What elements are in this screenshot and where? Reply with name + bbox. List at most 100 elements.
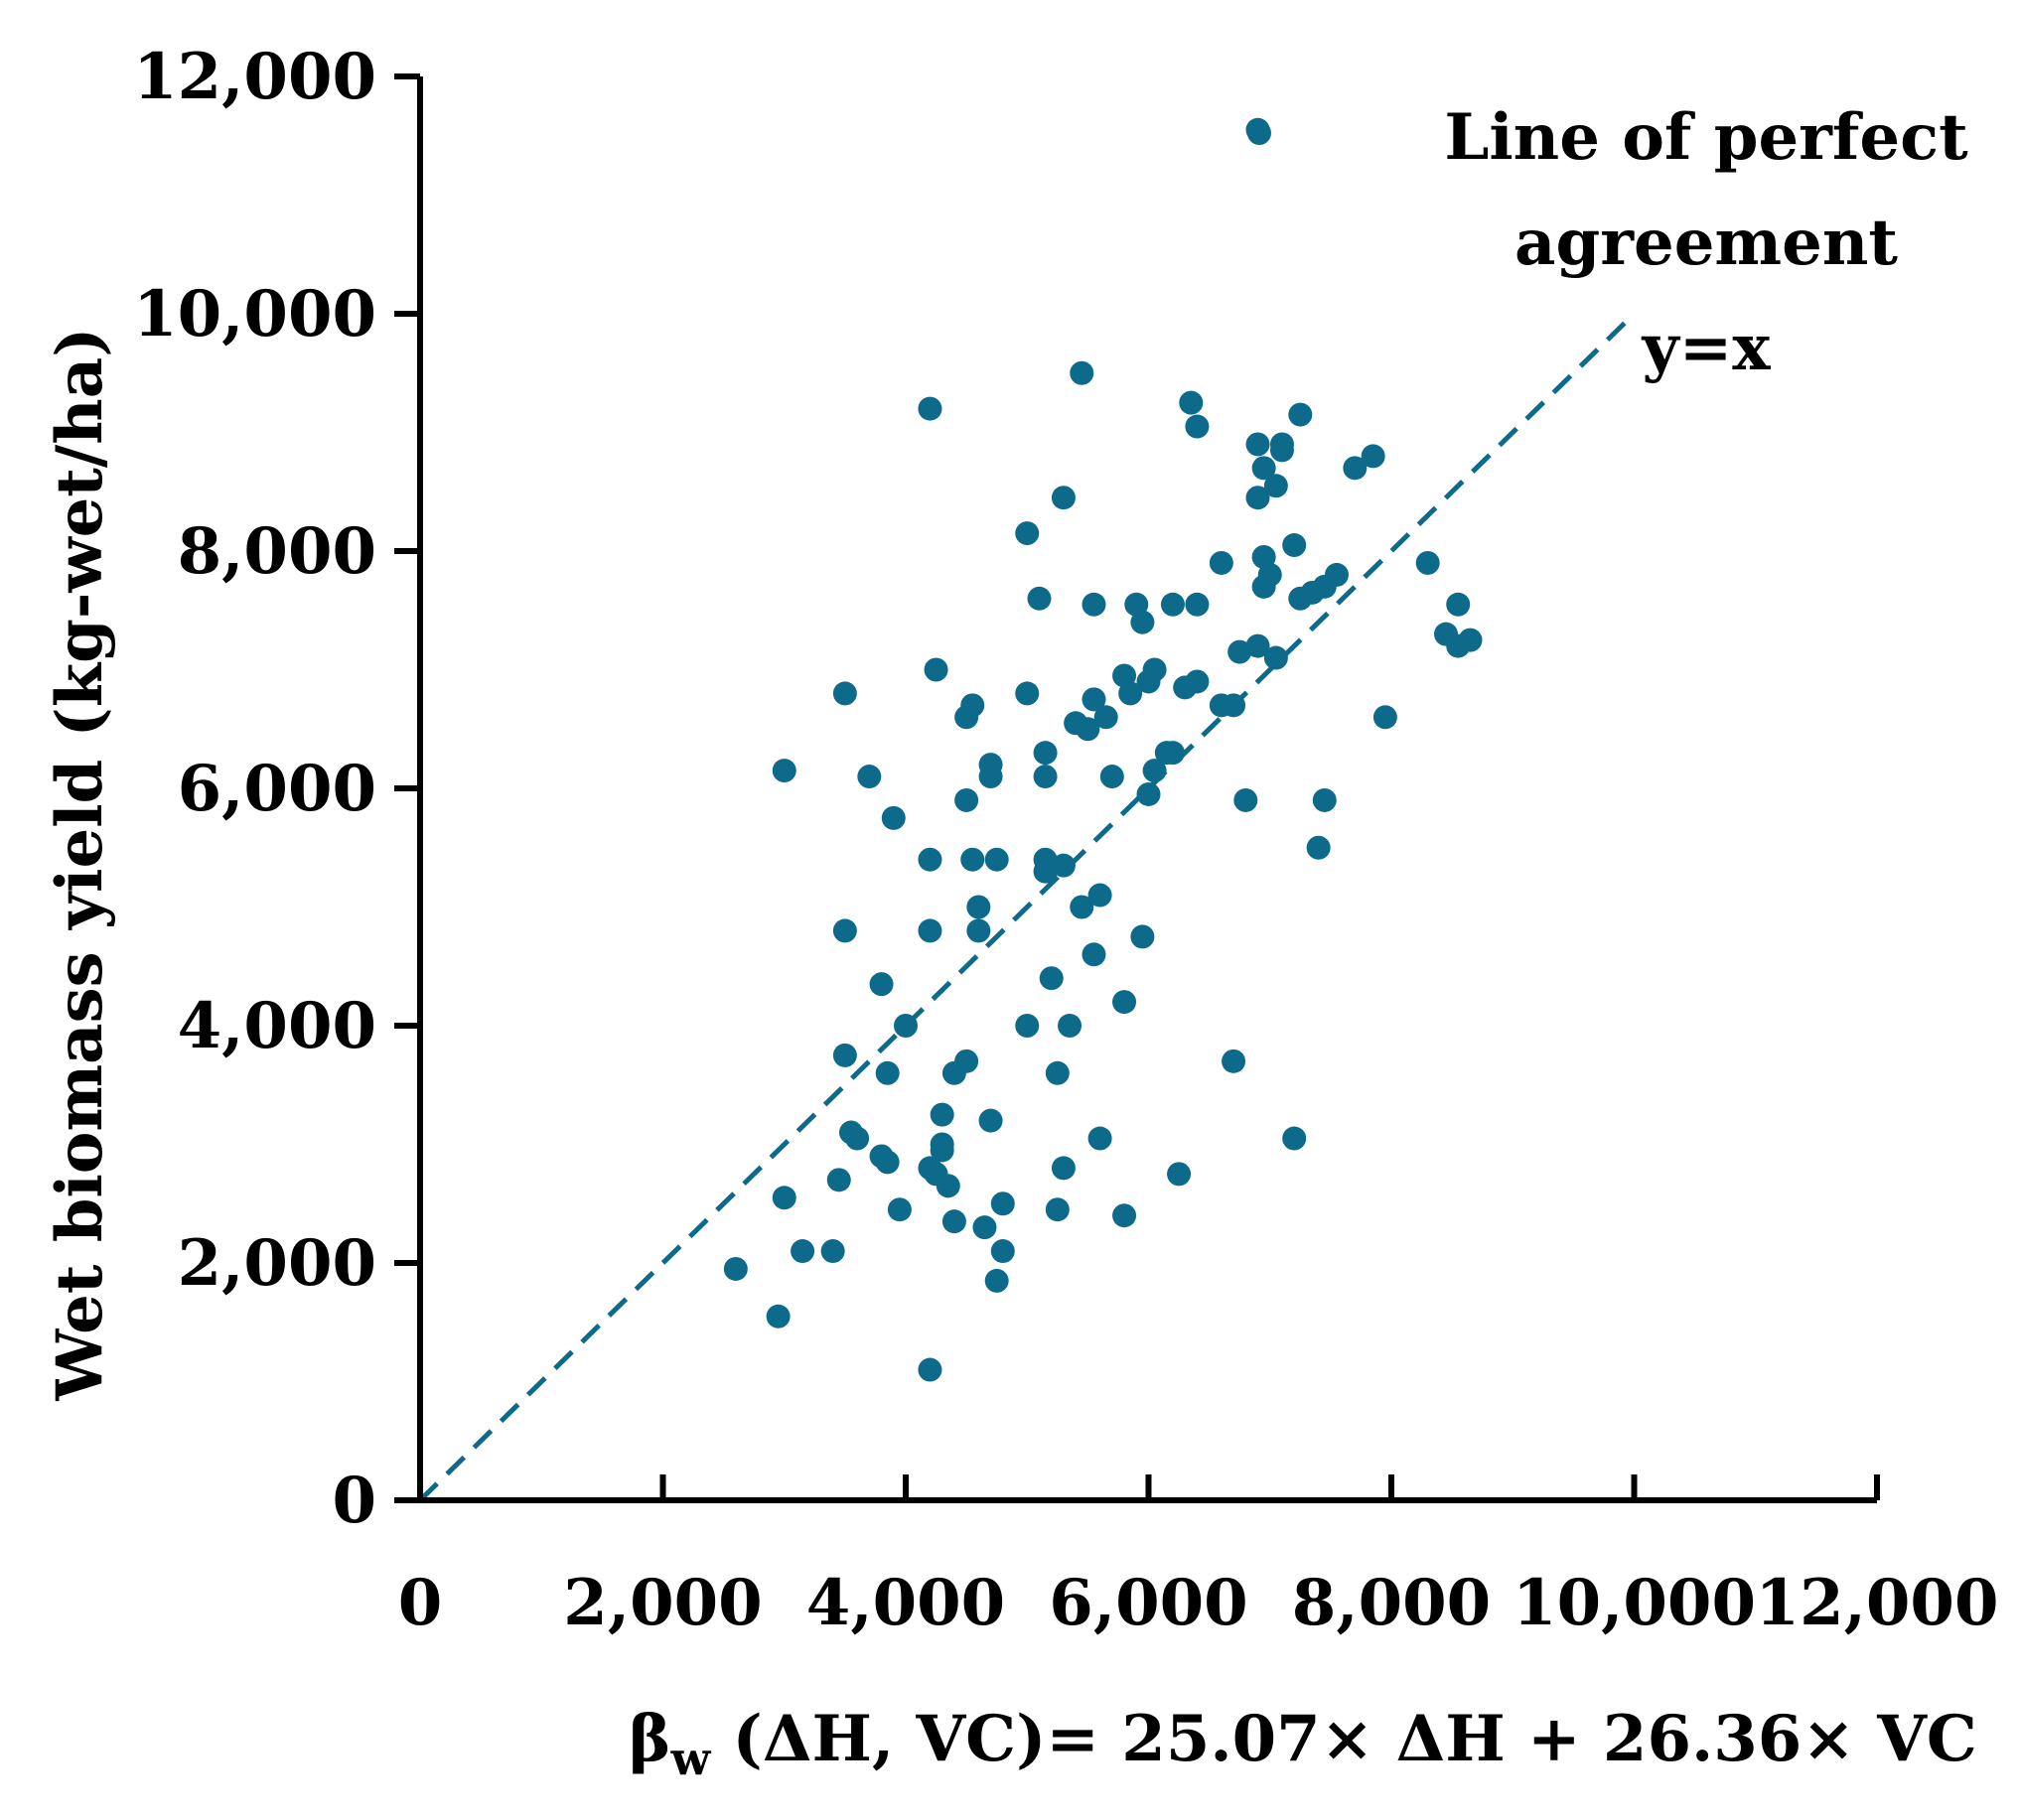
- x-tick-label: 12,000: [1756, 1566, 1999, 1640]
- y-tick-label: 12,000: [133, 40, 376, 114]
- data-point: [1415, 550, 1440, 575]
- data-point: [954, 1049, 979, 1073]
- data-point: [930, 1138, 954, 1163]
- data-point: [1087, 883, 1112, 908]
- data-point: [990, 1191, 1015, 1216]
- x-axis-title: βw (ΔH, VC)= 25.07× ΔH + 26.36× VC: [629, 1702, 1977, 1785]
- data-point: [1051, 853, 1076, 878]
- data-point: [875, 1150, 900, 1175]
- y-tick-label: 6,000: [178, 752, 376, 826]
- data-point: [960, 847, 985, 872]
- data-point: [918, 918, 942, 943]
- data-point: [1282, 533, 1307, 558]
- data-point: [1027, 586, 1052, 611]
- legend-marker: [1247, 121, 1271, 145]
- data-point: [1263, 474, 1288, 498]
- data-point: [1251, 456, 1276, 481]
- x-axis-ticks: 0 2,000 4,000 6,000 8,000 10,000 12,000: [398, 1474, 1999, 1640]
- data-point: [990, 1239, 1015, 1264]
- data-point: [1167, 1162, 1192, 1187]
- data-point: [972, 1215, 997, 1240]
- plot-area: [418, 117, 1637, 1502]
- data-point: [772, 759, 796, 783]
- y-tick-label: 8,000: [178, 514, 376, 589]
- data-point: [1058, 1014, 1082, 1038]
- data-point: [791, 1239, 815, 1264]
- data-point: [930, 1102, 954, 1127]
- data-point: [918, 1357, 942, 1382]
- legend-line-3: y=x: [1642, 311, 1772, 385]
- y-tick-label: 2,000: [178, 1226, 376, 1301]
- data-point: [978, 765, 1003, 789]
- data-point: [1033, 859, 1058, 884]
- x-axis-title-beta: β: [629, 1702, 671, 1776]
- data-point: [1087, 1126, 1112, 1151]
- data-point: [875, 1060, 900, 1085]
- data-point: [857, 765, 882, 789]
- data-point: [960, 693, 985, 718]
- data-point: [772, 1186, 796, 1210]
- data-point: [1015, 521, 1040, 546]
- data-point: [1245, 633, 1270, 658]
- data-point: [1222, 693, 1246, 718]
- data-point: [820, 1239, 845, 1264]
- data-point: [918, 847, 942, 872]
- data-point: [723, 1256, 748, 1281]
- data-point: [1312, 787, 1337, 812]
- data-point: [766, 1304, 791, 1329]
- data-point: [1051, 486, 1076, 510]
- data-point: [941, 1209, 966, 1234]
- data-point: [1446, 592, 1471, 617]
- data-point: [1282, 1126, 1307, 1151]
- data-point: [1082, 687, 1106, 712]
- data-point: [1045, 1060, 1070, 1085]
- y-tick-label: 0: [332, 1464, 376, 1538]
- x-tick-label: 8,000: [1292, 1566, 1491, 1640]
- data-point: [984, 847, 1009, 872]
- legend-line-1: Line of perfect: [1444, 100, 1968, 175]
- data-point: [1033, 741, 1058, 766]
- data-point: [832, 681, 857, 706]
- x-tick-label: 2,000: [563, 1566, 762, 1640]
- data-point: [1070, 360, 1094, 385]
- data-point: [1269, 438, 1294, 463]
- data-point: [826, 1168, 851, 1192]
- data-point: [924, 657, 948, 682]
- data-point: [1082, 942, 1106, 967]
- x-axis-title-subscript: w: [670, 1732, 712, 1785]
- data-point: [1306, 835, 1331, 860]
- data-point: [936, 1174, 960, 1198]
- data-point: [966, 895, 991, 919]
- data-point: [1070, 895, 1094, 919]
- legend: Line of perfect agreement y=x: [1247, 100, 1968, 385]
- perfect-agreement-line: [418, 312, 1637, 1502]
- data-point: [845, 1126, 870, 1151]
- data-point: [1099, 765, 1124, 789]
- data-point: [1288, 402, 1313, 427]
- data-point: [1142, 657, 1167, 682]
- data-point: [1263, 645, 1288, 670]
- x-tick-label: 0: [398, 1566, 443, 1640]
- data-point: [1118, 681, 1143, 706]
- data-point: [1222, 1049, 1246, 1073]
- data-point: [918, 396, 942, 421]
- data-point: [1245, 486, 1270, 510]
- data-point: [1076, 717, 1100, 742]
- data-point: [894, 1014, 918, 1038]
- y-tick-label: 4,000: [178, 989, 376, 1063]
- data-point: [1361, 444, 1385, 469]
- y-axis-ticks: 0 2,000 4,000 6,000 8,000 10,000 12,000: [133, 40, 420, 1538]
- data-point: [1209, 550, 1233, 575]
- data-point: [1015, 681, 1040, 706]
- x-tick-label: 4,000: [806, 1566, 1005, 1640]
- data-point: [832, 1043, 857, 1067]
- data-point: [1245, 432, 1270, 457]
- data-point: [1082, 592, 1106, 617]
- data-point: [1227, 639, 1252, 664]
- data-point: [1142, 759, 1167, 783]
- data-point: [1343, 456, 1368, 481]
- data-point: [1185, 592, 1210, 617]
- data-point: [1160, 741, 1185, 766]
- data-point: [1233, 787, 1258, 812]
